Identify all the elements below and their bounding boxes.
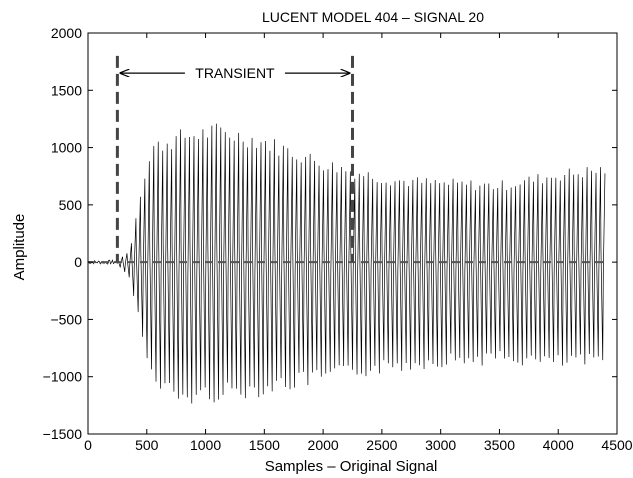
signal-layer — [87, 123, 606, 404]
y-tick-label: −1000 — [43, 369, 83, 385]
signal-line — [87, 123, 606, 404]
axis-layer: 0 500 1000 1500 2000 2500 3000 3500 4000 4500 −150… — [43, 25, 633, 453]
y-tick-label: 1000 — [51, 140, 82, 156]
y-tick-label: 0 — [74, 254, 82, 270]
x-tick-label: 4000 — [543, 437, 574, 453]
x-tick-label: 1500 — [249, 437, 280, 453]
x-tick-label: 1000 — [190, 437, 221, 453]
x-tick-label: 3500 — [484, 437, 515, 453]
y-tick-label: −500 — [50, 311, 82, 327]
x-tick-label: 2000 — [308, 437, 339, 453]
x-tick-label: 0 — [84, 437, 92, 453]
x-tick-label: 4500 — [601, 437, 632, 453]
x-tick-label: 3000 — [425, 437, 456, 453]
y-tick-label: −1500 — [43, 426, 83, 442]
y-tick-label: 500 — [59, 197, 83, 213]
transient-label: TRANSIENT — [195, 65, 275, 81]
x-tick-label: 2500 — [366, 437, 397, 453]
plot-frame — [87, 32, 618, 435]
x-axis-label: Samples – Original Signal — [265, 458, 438, 475]
chart-title: LUCENT MODEL 404 – SIGNAL 20 — [262, 9, 484, 25]
y-tick-label: 2000 — [51, 25, 82, 41]
y-axis-label: Amplitude — [11, 214, 28, 281]
x-tick-label: 500 — [135, 437, 159, 453]
annotation-layer: TRANSIENT — [88, 55, 606, 264]
y-tick-label: 1500 — [51, 82, 82, 98]
